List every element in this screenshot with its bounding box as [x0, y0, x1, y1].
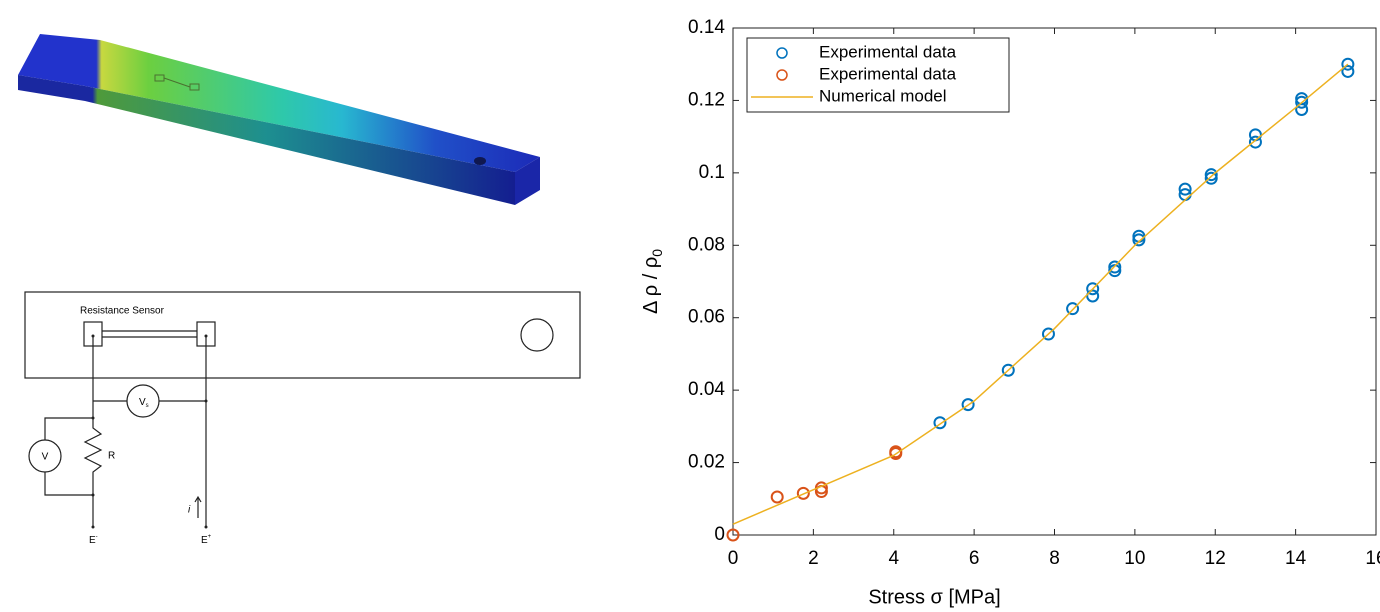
- e-plus-sign: +: [208, 534, 212, 540]
- y-label-sub: 0: [649, 249, 665, 257]
- y-label-main: Δ ρ / ρ: [640, 257, 662, 314]
- y-tick-label: 0.12: [688, 89, 725, 110]
- beam-render: [18, 34, 540, 205]
- hole: [474, 157, 486, 165]
- e-plus: E+: [201, 534, 212, 546]
- sensor-label: Resistance Sensor: [80, 306, 165, 317]
- x-tick-label: 2: [808, 548, 819, 569]
- y-tick-label: 0.02: [688, 452, 725, 473]
- i-label: i: [188, 505, 191, 516]
- y-tick-label: 0.14: [688, 17, 725, 38]
- e-minus: E-: [89, 534, 98, 546]
- v-label: V: [42, 452, 49, 463]
- legend-label: Experimental data: [819, 42, 957, 61]
- x-tick-label: 16: [1365, 548, 1380, 569]
- x-tick-label: 0: [728, 548, 739, 569]
- x-tick-label: 12: [1205, 548, 1226, 569]
- y-axis-label: Δ ρ / ρ0: [640, 249, 664, 314]
- y-tick-label: 0.1: [699, 162, 725, 183]
- legend-label: Numerical model: [819, 86, 947, 105]
- x-tick-label: 14: [1285, 548, 1307, 569]
- y-tick-label: 0.06: [688, 307, 725, 328]
- y-tick-label: 0: [714, 524, 725, 545]
- model-line: [733, 64, 1348, 524]
- chart: 0 2 4 6 8 10 12 14 16 0 0.02 0.04 0.06 0.08 0.1 0.12 0.1…: [640, 17, 1380, 608]
- x-tick-label: 10: [1124, 548, 1145, 569]
- r-label: R: [108, 451, 115, 462]
- x-tick-label: 8: [1049, 548, 1060, 569]
- data-point: [1250, 129, 1261, 140]
- y-tick-label: 0.04: [688, 379, 725, 400]
- vs-sub: s: [146, 403, 149, 409]
- vs-label: Vs: [139, 397, 149, 409]
- legend-label: Experimental data: [819, 64, 957, 83]
- e-minus-sign: -: [96, 534, 98, 540]
- x-tick-label: 4: [888, 548, 899, 569]
- x-tick-label: 6: [969, 548, 980, 569]
- figure: Resistance Sensor Vs V R i E- E+ 0 2 4 6 8 10…: [0, 0, 1380, 612]
- x-axis-label: Stress σ [MPa]: [868, 586, 1000, 608]
- circuit: Resistance Sensor Vs V R i E- E+: [25, 292, 580, 546]
- y-tick-label: 0.08: [688, 234, 725, 255]
- data-point: [772, 491, 783, 502]
